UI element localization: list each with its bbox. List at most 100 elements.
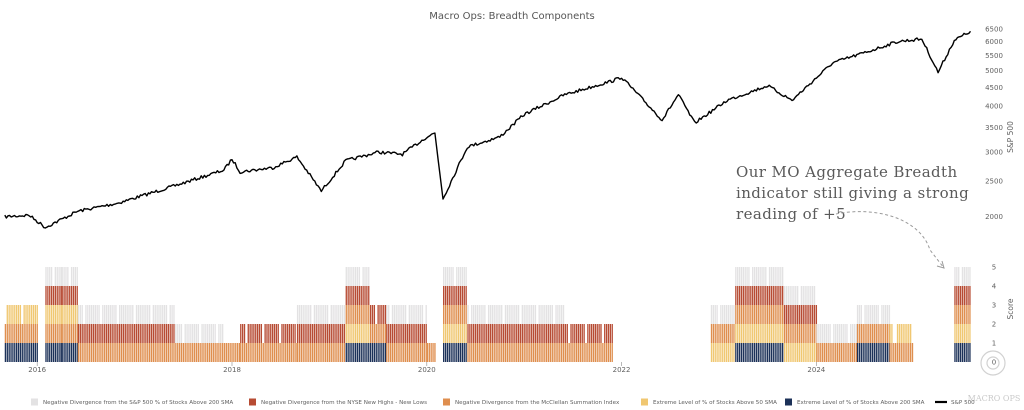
score-bar-segment xyxy=(388,343,390,362)
score-bar-segment xyxy=(497,305,499,324)
score-bar-segment xyxy=(820,343,822,362)
score-bar-segment xyxy=(723,343,726,362)
score-bar-segment xyxy=(325,343,327,362)
score-bar-segment xyxy=(484,324,486,343)
legend-label: Extreme Level of % of Stocks Above 50 SM… xyxy=(653,400,777,406)
score-bar-segment xyxy=(538,324,540,343)
score-bar-segment xyxy=(150,324,153,343)
score-bar-segment xyxy=(733,324,735,343)
score-bar-segment xyxy=(332,343,334,362)
score-bar-segment xyxy=(538,305,540,324)
score-bar-segment xyxy=(356,305,359,324)
score-bar-segment xyxy=(823,343,826,362)
score-bar-segment xyxy=(362,324,364,343)
score-bar-segment xyxy=(341,324,344,343)
score-bar-segment xyxy=(158,305,160,324)
score-bar-segment xyxy=(247,324,249,343)
score-bar-segment xyxy=(506,324,508,343)
score-bar-segment xyxy=(898,324,901,343)
score-bar-segment xyxy=(893,343,895,362)
score-bar-segment xyxy=(119,343,121,362)
score-bar-segment xyxy=(710,305,713,324)
score-bar-segment xyxy=(954,343,956,362)
score-bar-segment xyxy=(162,305,164,324)
score-bar-segment xyxy=(17,343,20,362)
score-bar-segment xyxy=(54,267,57,286)
score-bar-segment xyxy=(738,286,741,305)
score-bar-segment xyxy=(504,324,507,343)
score-bar-segment xyxy=(104,343,106,362)
score-bar-segment xyxy=(787,305,789,324)
score-bar-segment xyxy=(105,305,108,324)
score-bar-segment xyxy=(783,305,786,324)
score-bar-segment xyxy=(109,324,111,343)
score-bar-segment xyxy=(967,343,969,362)
score-bar-segment xyxy=(100,324,102,343)
score-bar-segment xyxy=(77,305,80,324)
score-bar-segment xyxy=(587,343,589,362)
score-tick-label: 1 xyxy=(992,340,996,348)
score-bar-segment xyxy=(800,324,803,343)
score-bar-segment xyxy=(208,324,211,343)
score-bar-segment xyxy=(744,324,746,343)
score-bar-segment xyxy=(27,305,29,324)
score-bar-segment xyxy=(761,286,763,305)
price-panel: 2000 2500 3000 3500 4000 4500 5000 5500 6000 6500… xyxy=(4,25,1015,229)
score-bar-segment xyxy=(313,305,316,324)
score-bar-segment xyxy=(353,343,355,362)
score-bar-segment xyxy=(315,324,317,343)
score-bar-segment xyxy=(354,267,357,286)
score-bar-segment xyxy=(487,305,490,324)
score-bar-segment xyxy=(722,305,724,324)
score-bar-segment xyxy=(90,305,93,324)
score-bar-segment xyxy=(780,324,782,343)
score-bar-segment xyxy=(184,324,186,343)
score-bar-segment xyxy=(516,324,518,343)
score-bar-segment xyxy=(735,324,737,343)
score-bar-segment xyxy=(778,286,780,305)
score-bar-segment xyxy=(72,324,75,343)
score-bar-segment xyxy=(323,324,325,343)
score-bar-segment xyxy=(235,343,237,362)
score-bar-segment xyxy=(120,305,123,324)
score-bar-segment xyxy=(94,324,96,343)
score-bar-segment xyxy=(177,324,179,343)
score-bar-segment xyxy=(504,343,507,362)
score-bar-segment xyxy=(954,324,956,343)
score-bar-segment xyxy=(397,343,399,362)
score-bar-segment xyxy=(178,324,181,343)
score-bar-segment xyxy=(193,343,196,362)
score-bar-segment xyxy=(249,343,251,362)
score-bar-segment xyxy=(160,324,162,343)
score-bar-segment xyxy=(737,305,739,324)
score-bar-segment xyxy=(72,267,75,286)
score-bar-segment xyxy=(343,343,346,362)
score-bar-segment xyxy=(785,324,788,343)
score-bar-segment xyxy=(60,305,62,324)
score-bar-segment xyxy=(148,343,151,362)
score-bar-segment xyxy=(141,324,143,343)
score-bar-segment xyxy=(325,305,327,324)
score-bar-segment xyxy=(19,324,22,343)
score-bar-segment xyxy=(74,343,76,362)
score-bar-segment xyxy=(425,324,427,343)
score-bar-segment xyxy=(783,343,786,362)
score-bar-segment xyxy=(336,324,338,343)
score-bar-segment xyxy=(119,305,121,324)
score-bar-segment xyxy=(152,305,155,324)
score-bar-segment xyxy=(818,324,820,343)
score-bar-segment xyxy=(544,343,546,362)
score-bar-segment xyxy=(561,324,563,343)
score-bar-segment xyxy=(778,343,780,362)
score-bar-segment xyxy=(260,324,263,343)
score-bar-segment xyxy=(139,343,141,362)
score-bar-segment xyxy=(133,324,136,343)
score-bar-segment xyxy=(737,267,739,286)
score-bar-segment xyxy=(476,324,479,343)
score-bar-segment xyxy=(47,324,49,343)
score-bar-segment xyxy=(748,343,750,362)
score-bar-segment xyxy=(727,305,729,324)
score-bar-segment xyxy=(759,343,761,362)
score-bar-segment xyxy=(967,305,969,324)
score-bar-segment xyxy=(465,324,467,343)
